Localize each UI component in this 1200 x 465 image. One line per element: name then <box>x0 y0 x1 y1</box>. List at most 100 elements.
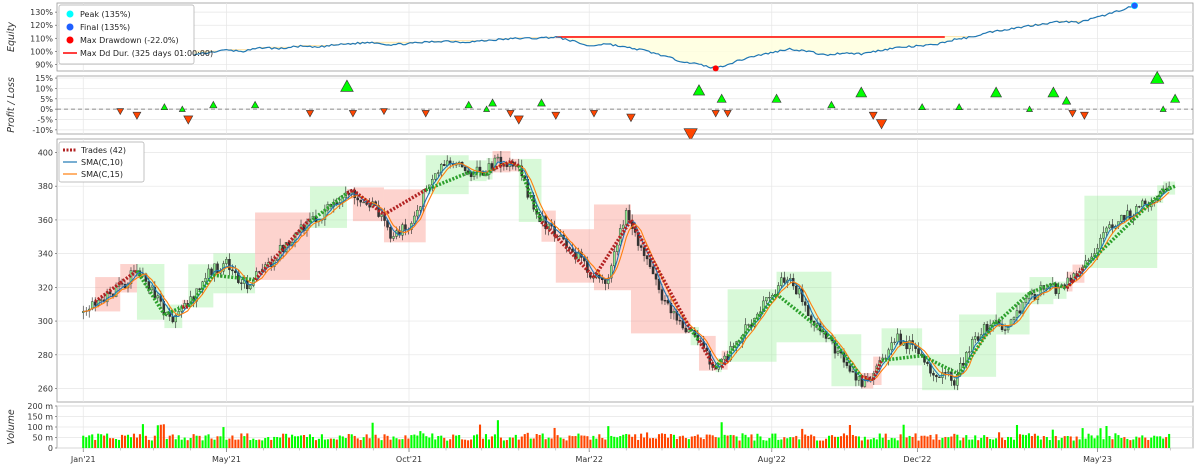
volume-bar-265 <box>872 437 875 448</box>
final-legend-marker <box>66 23 74 31</box>
volume-bar-33 <box>180 439 183 448</box>
candle-body-299 <box>973 336 977 340</box>
volume-bar-301 <box>980 437 983 448</box>
candle-body-287 <box>938 376 941 378</box>
volume-bar-151 <box>532 438 535 448</box>
candle-body-94 <box>362 201 365 204</box>
trade-line-19 <box>554 234 596 279</box>
volume-bar-98 <box>374 434 377 448</box>
volume-bar-87 <box>341 436 344 448</box>
legend-max-dd-duration: Max Dd Dur. (325 days 01:00:00) <box>80 49 213 58</box>
volume-bar-163 <box>568 435 571 448</box>
candle-body-348 <box>1120 214 1123 222</box>
trade-pl-marker-28 <box>855 86 868 98</box>
volume-bar-324 <box>1048 440 1051 448</box>
trade-pl-marker-14 <box>488 98 497 107</box>
candle-body-193 <box>657 279 661 290</box>
candle-body-342 <box>1102 232 1105 239</box>
volume-bar-172 <box>595 438 598 448</box>
volume-bar-27 <box>162 424 165 448</box>
volume-bar-173 <box>598 434 601 448</box>
volume-bar-170 <box>589 439 592 448</box>
volume-bar-362 <box>1162 438 1165 448</box>
volume-bar-279 <box>914 433 917 448</box>
volume-bar-53 <box>240 433 243 448</box>
volume-bar-238 <box>792 437 795 448</box>
volume-bar-236 <box>786 438 789 448</box>
candle-body-257 <box>848 365 852 372</box>
volume-bar-234 <box>780 439 783 448</box>
candle-body-23 <box>150 286 154 291</box>
volume-bar-69 <box>288 437 291 448</box>
trade-line-27 <box>775 292 833 340</box>
candle-body-315 <box>1021 302 1025 314</box>
trade-line-39 <box>1083 195 1159 269</box>
volume-bar-21 <box>144 435 147 448</box>
volume-bar-363 <box>1165 437 1168 448</box>
volume-bar-195 <box>663 433 667 448</box>
volume-bar-361 <box>1159 436 1162 448</box>
candle-body-234 <box>780 277 783 286</box>
volume-bar-50 <box>231 435 234 448</box>
volume-bar-245 <box>813 436 816 448</box>
volume-tick-1: 50 m <box>32 434 53 443</box>
volume-bar-308 <box>1001 437 1004 448</box>
volume-bar-225 <box>753 440 756 448</box>
candle-body-181 <box>621 224 625 229</box>
volume-bar-146 <box>517 439 520 448</box>
volume-bar-7 <box>103 435 106 448</box>
candle-body-312 <box>1012 317 1016 320</box>
volume-bar-4 <box>94 439 97 448</box>
volume-bar-233 <box>777 439 780 448</box>
trade-line-36 <box>1052 281 1068 290</box>
volume-bar-359 <box>1153 435 1156 448</box>
volume-bar-186 <box>637 439 640 448</box>
volume-bar-24 <box>153 435 156 448</box>
volume-bar-322 <box>1042 436 1045 448</box>
volume-bar-28 <box>165 438 168 448</box>
volume-bar-82 <box>326 439 329 448</box>
volume-bar-226 <box>756 433 759 448</box>
volume-bar-188 <box>643 437 646 448</box>
volume-bar-156 <box>547 437 550 448</box>
volume-bar-174 <box>601 437 604 448</box>
volume-bar-39 <box>198 435 201 448</box>
equity-tick-4: 130% <box>30 8 53 17</box>
volume-bar-133 <box>478 424 482 448</box>
volume-bar-247 <box>819 440 822 448</box>
volume-bar-327 <box>1057 440 1060 448</box>
volume-bar-119 <box>437 436 440 448</box>
volume-bar-3 <box>91 434 94 448</box>
volume-bar-248 <box>822 440 825 448</box>
price-tick-3: 320 <box>38 283 53 292</box>
volume-bar-104 <box>392 436 395 448</box>
volume-bar-6 <box>100 434 103 448</box>
volume-bar-44 <box>213 439 216 448</box>
volume-bar-18 <box>135 437 138 448</box>
trade-line-41 <box>1162 184 1176 193</box>
trade-line-12 <box>425 170 470 192</box>
volume-bar-157 <box>550 438 553 448</box>
volume-bar-303 <box>986 436 989 448</box>
volume-bar-73 <box>299 435 303 448</box>
volume-bar-198 <box>672 434 675 448</box>
candle-body-30 <box>171 316 174 323</box>
candle-body-153 <box>538 214 541 223</box>
candle-body-55 <box>246 280 249 290</box>
volume-bar-59 <box>258 439 261 448</box>
volume-bar-275 <box>902 424 905 448</box>
volume-bar-261 <box>860 440 863 448</box>
volume-bar-99 <box>377 438 380 448</box>
volume-bar-280 <box>917 440 920 448</box>
volume-bar-37 <box>192 434 195 448</box>
equity-line <box>83 5 1134 70</box>
profit-loss-tick-2: 0% <box>40 105 53 114</box>
candle-body-316 <box>1024 298 1028 303</box>
volume-bar-240 <box>798 439 801 448</box>
candle-body-344 <box>1108 224 1111 229</box>
volume-bar-273 <box>896 440 899 448</box>
volume-bar-206 <box>696 434 699 448</box>
candle-body-235 <box>783 277 786 283</box>
volume-bar-131 <box>473 435 476 448</box>
